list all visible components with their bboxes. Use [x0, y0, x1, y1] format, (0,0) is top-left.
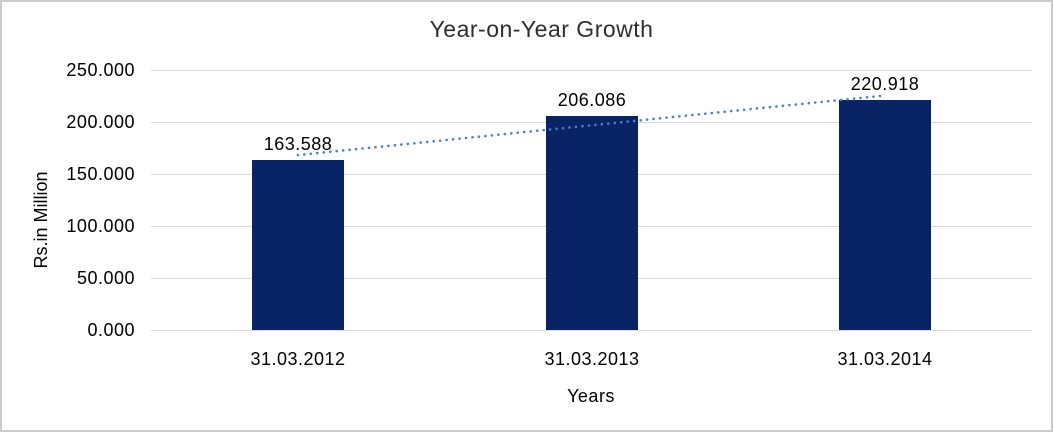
- data-label: 163.588: [263, 134, 333, 154]
- y-tick-label: 200.000: [66, 112, 135, 132]
- y-tick-label: 0.000: [87, 320, 135, 340]
- x-tick-label: 31.03.2013: [544, 349, 640, 369]
- x-tick-label: 31.03.2014: [837, 349, 933, 369]
- x-tick-label: 31.03.2012: [250, 349, 346, 369]
- bar: [252, 160, 344, 330]
- y-tick-label: 250.000: [66, 60, 135, 80]
- x-axis-title: Years: [567, 386, 615, 406]
- chart-title: Year-on-Year Growth: [429, 16, 654, 42]
- gridline: [151, 70, 1032, 71]
- y-tick-label: 50.000: [76, 268, 135, 288]
- bar: [546, 116, 638, 330]
- data-label: 206.086: [557, 90, 627, 110]
- bar: [839, 100, 931, 330]
- data-label: 220.918: [850, 74, 920, 94]
- y-tick-label: 150.000: [66, 164, 135, 184]
- y-tick-label: 100.000: [66, 216, 135, 236]
- gridline: [151, 330, 1032, 331]
